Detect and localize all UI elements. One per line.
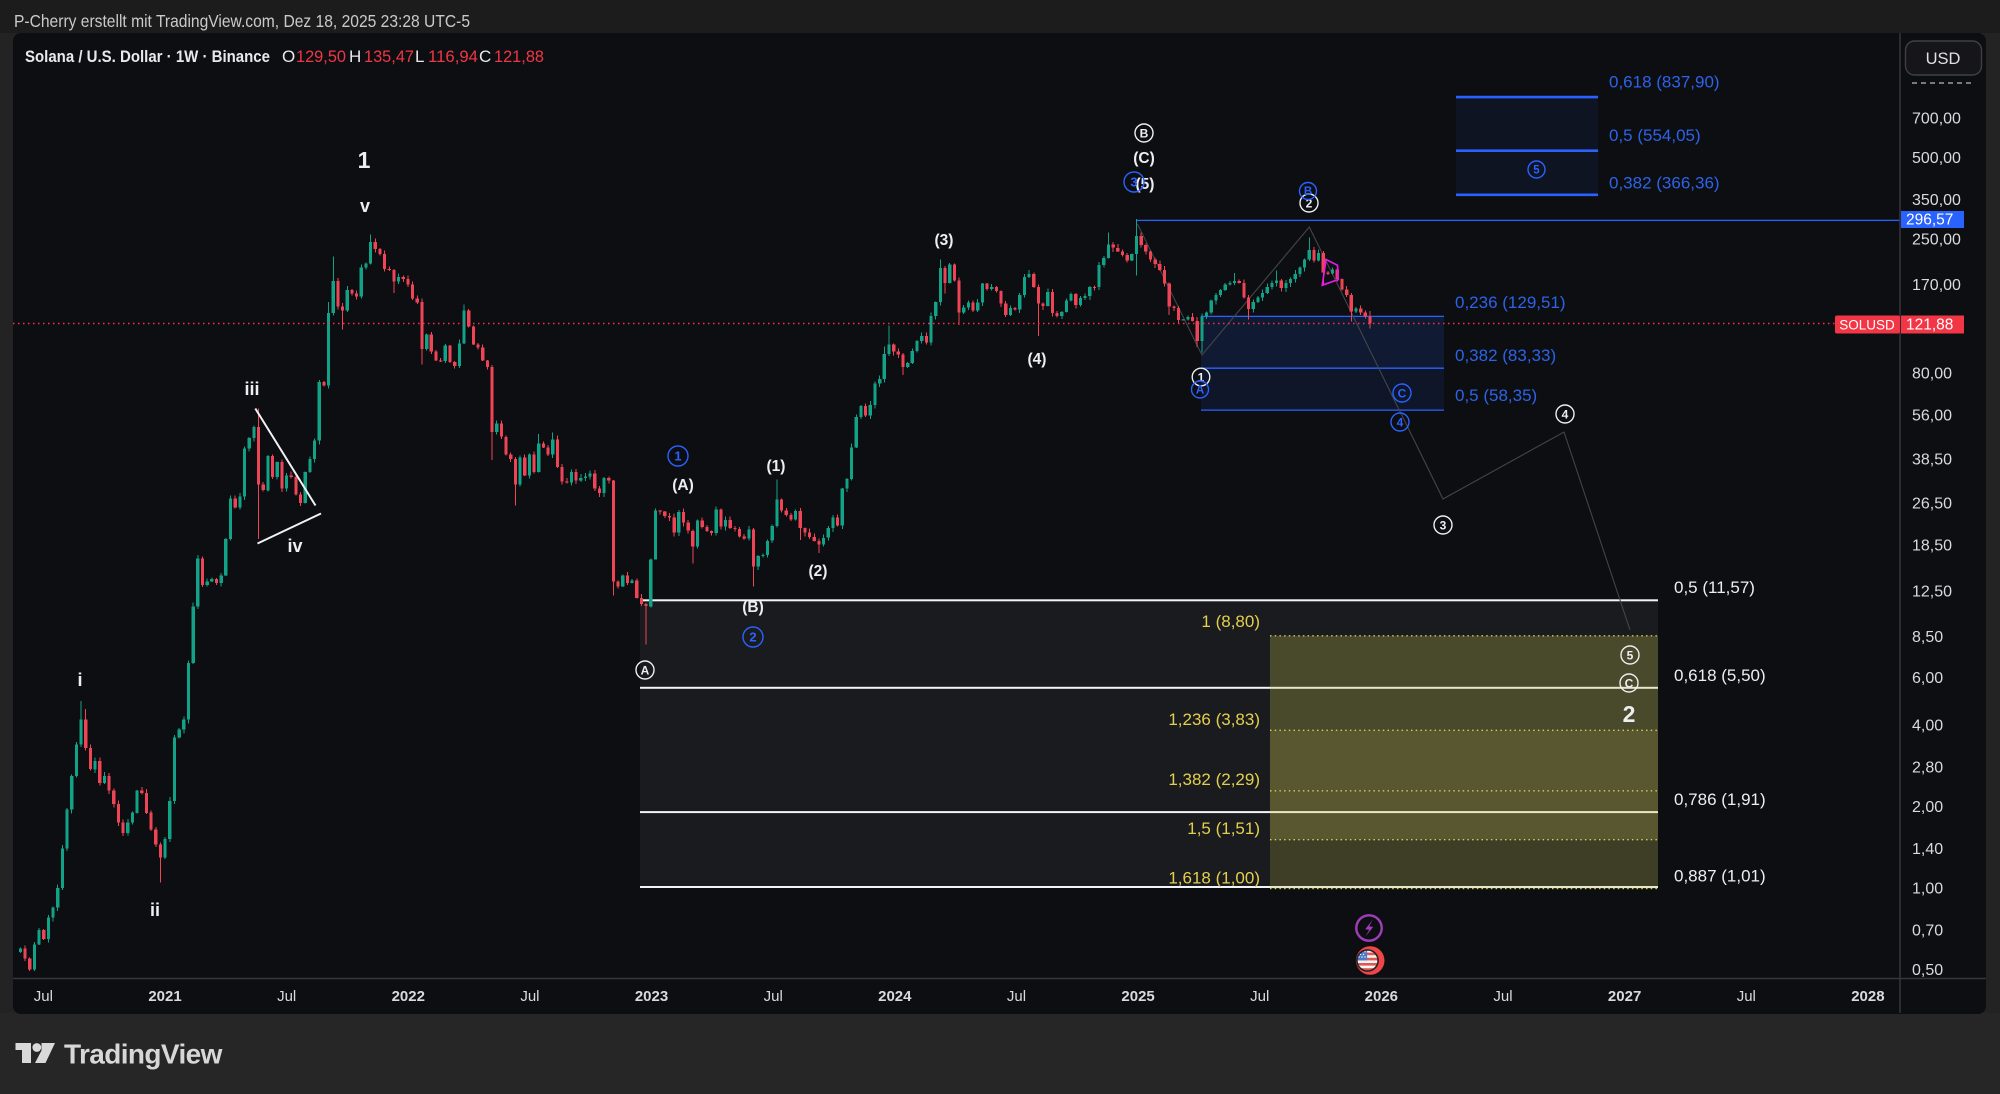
svg-text:3: 3 (1440, 518, 1447, 532)
svg-text:0,887 (1,01): 0,887 (1,01) (1674, 867, 1766, 886)
svg-text:TradingView: TradingView (64, 1039, 223, 1070)
svg-text:4: 4 (1397, 415, 1404, 429)
svg-text:0,5 (11,57): 0,5 (11,57) (1674, 578, 1755, 597)
svg-text:2024: 2024 (878, 988, 912, 1005)
svg-text:2026: 2026 (1365, 988, 1398, 1005)
svg-text:Jul: Jul (1493, 988, 1512, 1005)
svg-text:0,382 (83,33): 0,382 (83,33) (1455, 346, 1556, 365)
svg-text:1 (8,80): 1 (8,80) (1201, 612, 1260, 631)
svg-text:2021: 2021 (148, 988, 181, 1005)
svg-text:USD: USD (1926, 50, 1961, 68)
svg-text:38,50: 38,50 (1912, 451, 1952, 468)
svg-text:350,00: 350,00 (1912, 192, 1961, 209)
svg-text:H: H (349, 47, 361, 66)
svg-text:B: B (1140, 126, 1149, 140)
svg-text:(C): (C) (1133, 150, 1155, 167)
svg-text:18,50: 18,50 (1912, 538, 1952, 555)
svg-text:iv: iv (287, 536, 302, 556)
svg-text:1: 1 (674, 449, 681, 464)
svg-text:1,236 (3,83): 1,236 (3,83) (1168, 710, 1260, 729)
svg-text:80,00: 80,00 (1912, 365, 1952, 382)
svg-text:Jul: Jul (764, 988, 783, 1005)
svg-text:C: C (479, 47, 491, 66)
svg-text:(A): (A) (672, 477, 694, 494)
svg-text:0,50: 0,50 (1912, 962, 1943, 979)
svg-text:(4): (4) (1028, 351, 1047, 368)
svg-text:5: 5 (1533, 165, 1540, 177)
svg-text:129,50: 129,50 (296, 47, 346, 66)
svg-text:121,88: 121,88 (1906, 317, 1953, 334)
svg-text:0,5 (554,05): 0,5 (554,05) (1609, 126, 1701, 145)
svg-text:2,00: 2,00 (1912, 799, 1943, 816)
svg-text:1,40: 1,40 (1912, 841, 1943, 858)
svg-text:1: 1 (1198, 370, 1205, 384)
svg-text:250,00: 250,00 (1912, 232, 1961, 249)
svg-text:170,00: 170,00 (1912, 277, 1961, 294)
svg-text:Jul: Jul (277, 988, 296, 1005)
svg-text:12,50: 12,50 (1912, 584, 1952, 601)
svg-text:0,618 (5,50): 0,618 (5,50) (1674, 666, 1766, 685)
svg-text:0,618 (837,90): 0,618 (837,90) (1609, 72, 1720, 91)
svg-text:v: v (360, 196, 370, 216)
svg-text:2022: 2022 (392, 988, 425, 1005)
svg-text:0,382 (366,36): 0,382 (366,36) (1609, 174, 1720, 193)
svg-text:iii: iii (244, 379, 259, 399)
svg-text:(1): (1) (767, 458, 786, 475)
svg-text:Jul: Jul (1250, 988, 1269, 1005)
svg-text:296,57: 296,57 (1906, 212, 1953, 229)
svg-text:4,00: 4,00 (1912, 718, 1943, 735)
svg-text:8,50: 8,50 (1912, 629, 1943, 646)
svg-text:6,00: 6,00 (1912, 670, 1943, 687)
svg-text:116,94: 116,94 (428, 47, 478, 66)
svg-text:Jul: Jul (34, 988, 53, 1005)
svg-text:Jul: Jul (520, 988, 539, 1005)
svg-text:C: C (1625, 676, 1634, 690)
svg-text:26,50: 26,50 (1912, 495, 1952, 512)
svg-text:(5): (5) (1136, 176, 1155, 193)
svg-text:4: 4 (1562, 407, 1569, 421)
svg-text:2023: 2023 (635, 988, 668, 1005)
svg-text:Jul: Jul (1737, 988, 1756, 1005)
svg-text:A: A (1196, 385, 1204, 397)
svg-text:56,00: 56,00 (1912, 407, 1952, 424)
svg-text:O: O (282, 47, 295, 66)
svg-text:1: 1 (358, 147, 371, 173)
svg-text:B: B (1304, 186, 1312, 198)
svg-text:2025: 2025 (1121, 988, 1154, 1005)
svg-text:3: 3 (1130, 175, 1137, 190)
svg-text:(B): (B) (742, 599, 764, 616)
svg-text:2: 2 (749, 630, 756, 645)
svg-text:(3): (3) (935, 232, 954, 249)
svg-text:SOLUSD: SOLUSD (1839, 318, 1895, 333)
svg-text:ii: ii (150, 900, 160, 920)
svg-text:L: L (415, 47, 424, 66)
svg-text:135,47: 135,47 (364, 47, 414, 66)
svg-text:2028: 2028 (1851, 988, 1884, 1005)
svg-text:0,70: 0,70 (1912, 923, 1943, 940)
svg-text:1,382 (2,29): 1,382 (2,29) (1168, 770, 1260, 789)
svg-text:2: 2 (1623, 701, 1636, 727)
svg-text:A: A (641, 663, 650, 677)
svg-text:1,00: 1,00 (1912, 881, 1943, 898)
svg-text:Jul: Jul (1007, 988, 1026, 1005)
svg-text:1,5 (1,51): 1,5 (1,51) (1187, 819, 1260, 838)
svg-text:121,88: 121,88 (494, 47, 544, 66)
svg-text:1,618 (1,00): 1,618 (1,00) (1168, 869, 1260, 888)
svg-text:2,80: 2,80 (1912, 760, 1943, 777)
svg-text:C: C (1398, 386, 1407, 400)
svg-text:700,00: 700,00 (1912, 110, 1961, 127)
svg-text:P-Cherry erstellt mit TradingV: P-Cherry erstellt mit TradingView.com, D… (14, 11, 470, 31)
svg-text:Solana / U.S. Dollar · 1W · Bi: Solana / U.S. Dollar · 1W · Binance (25, 47, 270, 66)
svg-text:0,236 (129,51): 0,236 (129,51) (1455, 293, 1566, 312)
svg-text:500,00: 500,00 (1912, 150, 1961, 167)
svg-text:5: 5 (1627, 648, 1634, 662)
svg-text:0,786 (1,91): 0,786 (1,91) (1674, 790, 1766, 809)
svg-text:i: i (77, 670, 82, 690)
svg-text:2: 2 (1306, 196, 1313, 210)
svg-text:(2): (2) (809, 563, 828, 580)
svg-text:2027: 2027 (1608, 988, 1641, 1005)
svg-text:0,5 (58,35): 0,5 (58,35) (1455, 386, 1537, 405)
